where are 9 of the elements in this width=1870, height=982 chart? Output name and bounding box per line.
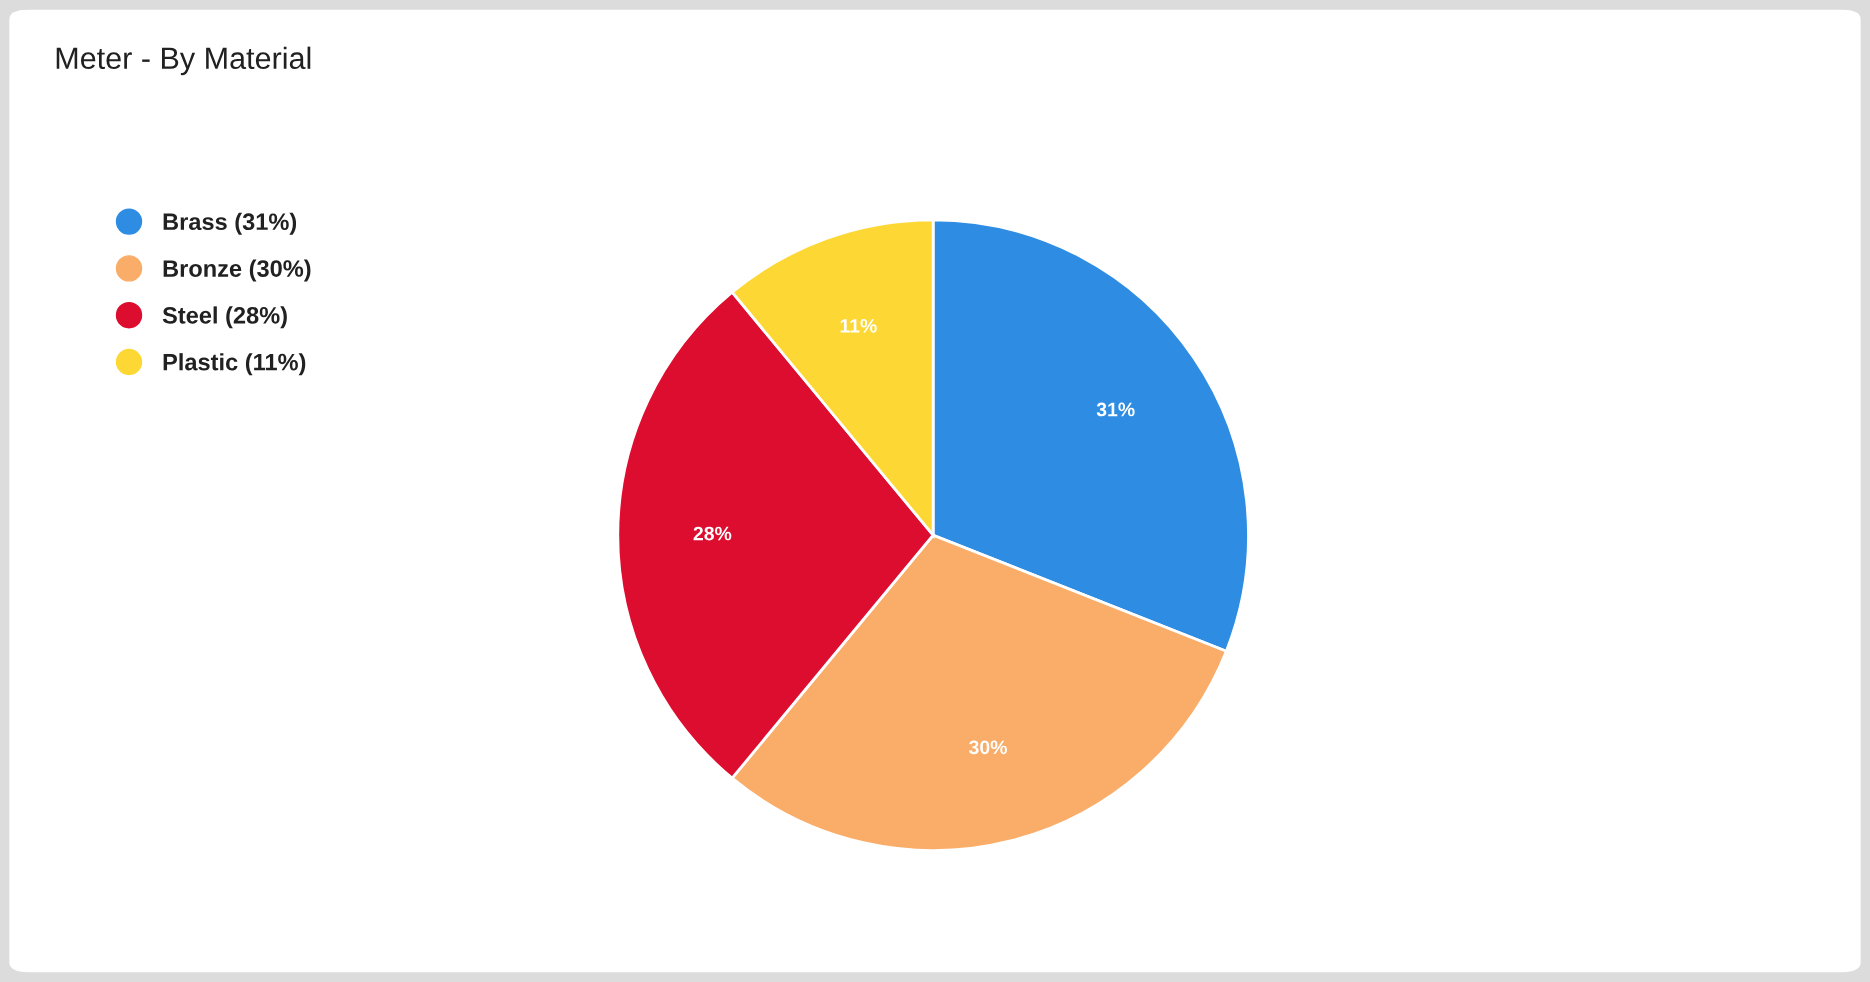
data-label: 11%: [840, 319, 877, 333]
chart-title: Meter - By Material: [56, 46, 311, 76]
data-label: 28%: [693, 526, 732, 541]
legend-label: Steel (28%): [162, 306, 287, 329]
legend-label: Bronze (30%): [163, 259, 311, 282]
data-label: 30%: [969, 740, 1007, 755]
data-label: 31%: [1096, 402, 1135, 417]
legend-label: Brass (31%): [163, 212, 297, 235]
legend-label: Plastic (11%): [163, 353, 306, 376]
